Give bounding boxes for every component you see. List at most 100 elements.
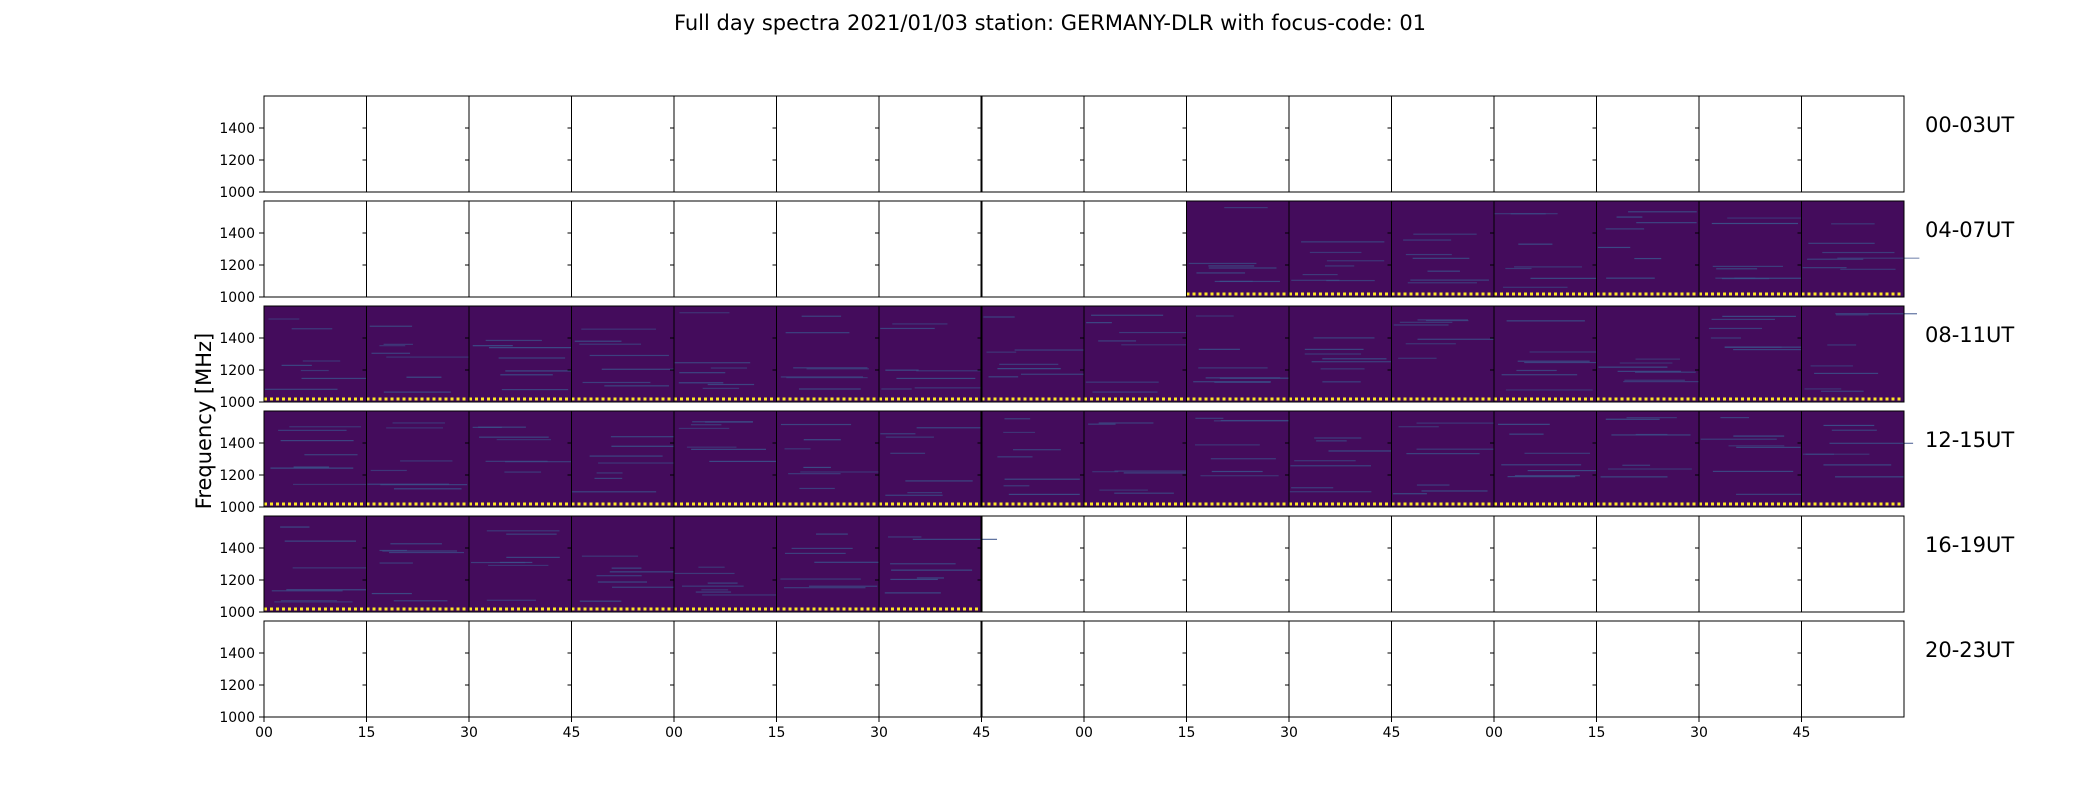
emission-line bbox=[1098, 340, 1137, 342]
emission-line bbox=[1804, 388, 1842, 390]
emission-line bbox=[479, 436, 549, 438]
emission-line bbox=[885, 369, 919, 371]
emission-line bbox=[885, 494, 943, 496]
emission-line bbox=[707, 582, 738, 584]
spectrum-cell bbox=[366, 306, 469, 402]
x-tick-label: 30 bbox=[870, 725, 888, 741]
emission-line bbox=[1605, 418, 1660, 420]
emission-line bbox=[674, 362, 751, 364]
emission-line bbox=[392, 422, 445, 424]
emission-line bbox=[1326, 260, 1385, 262]
emission-line bbox=[1734, 277, 1821, 279]
emission-line bbox=[1529, 351, 1598, 353]
row-label: 00-03UT bbox=[1925, 113, 2014, 137]
emission-line bbox=[892, 323, 948, 325]
spectrum-cell bbox=[1596, 306, 1699, 402]
spectrum-cell bbox=[1084, 306, 1187, 402]
emission-line bbox=[880, 433, 916, 435]
y-tick-label: 1000 bbox=[219, 500, 255, 516]
spectrum-cell bbox=[571, 306, 674, 402]
emission-line bbox=[1530, 277, 1611, 279]
emission-line bbox=[478, 426, 526, 428]
emission-line bbox=[681, 585, 744, 587]
emission-line bbox=[1808, 242, 1875, 244]
emission-line bbox=[801, 315, 842, 317]
emission-line bbox=[393, 600, 448, 602]
emission-line bbox=[701, 589, 729, 591]
x-tick-label: 30 bbox=[460, 725, 478, 741]
emission-line bbox=[1501, 464, 1582, 466]
emission-line bbox=[501, 388, 569, 391]
emission-line bbox=[695, 591, 732, 593]
spectra-row: 1000 1200 1400 08-11UT bbox=[219, 305, 2014, 411]
emission-line bbox=[1527, 469, 1610, 472]
emission-line bbox=[1505, 267, 1532, 270]
emission-line bbox=[1840, 268, 1896, 270]
emission-line bbox=[383, 343, 413, 345]
emission-line bbox=[784, 448, 811, 450]
emission-line bbox=[472, 345, 513, 347]
emission-line bbox=[707, 383, 755, 386]
x-tick-label: 30 bbox=[1280, 725, 1298, 741]
emission-line bbox=[885, 436, 934, 438]
emission-line bbox=[1417, 338, 1497, 340]
emission-line bbox=[1393, 324, 1449, 326]
emission-line bbox=[488, 347, 574, 349]
emission-line bbox=[1736, 493, 1810, 495]
x-tick-label: 00 bbox=[1075, 725, 1093, 741]
emission-line bbox=[1316, 440, 1347, 442]
emission-line bbox=[1328, 450, 1405, 452]
emission-line bbox=[280, 526, 310, 528]
emission-line bbox=[293, 466, 330, 468]
emission-line bbox=[1823, 424, 1875, 427]
emission-line bbox=[1020, 373, 1091, 375]
emission-line bbox=[386, 356, 473, 358]
y-tick-label: 1400 bbox=[219, 121, 255, 137]
y-tick-label: 1200 bbox=[219, 363, 255, 379]
emission-line bbox=[916, 370, 995, 372]
emission-line bbox=[702, 387, 740, 389]
emission-line bbox=[1004, 418, 1031, 420]
emission-line bbox=[890, 452, 926, 454]
emission-line bbox=[679, 372, 726, 374]
emission-line bbox=[1410, 279, 1489, 281]
emission-line bbox=[1736, 446, 1801, 448]
chart-title: Full day spectra 2021/01/03 station: GER… bbox=[674, 11, 1426, 35]
spectrum-cell bbox=[366, 411, 469, 507]
emission-line bbox=[1835, 314, 1869, 316]
emission-line bbox=[679, 312, 730, 314]
emission-line bbox=[691, 448, 767, 450]
emission-line bbox=[1503, 286, 1568, 288]
emission-line bbox=[280, 600, 337, 602]
emission-line bbox=[589, 354, 669, 357]
emission-line bbox=[379, 562, 413, 564]
emission-line bbox=[582, 381, 651, 384]
x-tick-label: 45 bbox=[1793, 725, 1811, 741]
emission-line bbox=[579, 600, 622, 602]
emission-line bbox=[1324, 265, 1355, 267]
emission-line bbox=[816, 533, 848, 535]
row-label: 04-07UT bbox=[1925, 218, 2014, 242]
emission-line bbox=[1193, 381, 1271, 383]
emission-line bbox=[292, 567, 370, 569]
emission-line bbox=[1416, 484, 1450, 486]
emission-line bbox=[1805, 453, 1834, 455]
spectrum-cell bbox=[1289, 411, 1392, 507]
emission-line bbox=[1210, 458, 1276, 460]
emission-line bbox=[1810, 365, 1853, 367]
emission-line bbox=[1605, 228, 1645, 230]
emission-line bbox=[1406, 453, 1480, 455]
emission-line bbox=[710, 367, 748, 369]
emission-line bbox=[496, 439, 551, 441]
emission-line bbox=[1831, 429, 1877, 431]
spectrum-cell bbox=[981, 411, 1084, 507]
emission-line bbox=[1711, 318, 1775, 321]
spectrum-cell bbox=[469, 306, 572, 402]
emission-line bbox=[1398, 426, 1439, 428]
x-tick-label: 45 bbox=[973, 725, 991, 741]
row-label: 08-11UT bbox=[1925, 323, 2014, 347]
emission-line bbox=[1291, 279, 1340, 281]
emission-line bbox=[1517, 360, 1590, 362]
emission-line bbox=[678, 382, 724, 384]
spectrum-cell bbox=[1699, 201, 1802, 297]
